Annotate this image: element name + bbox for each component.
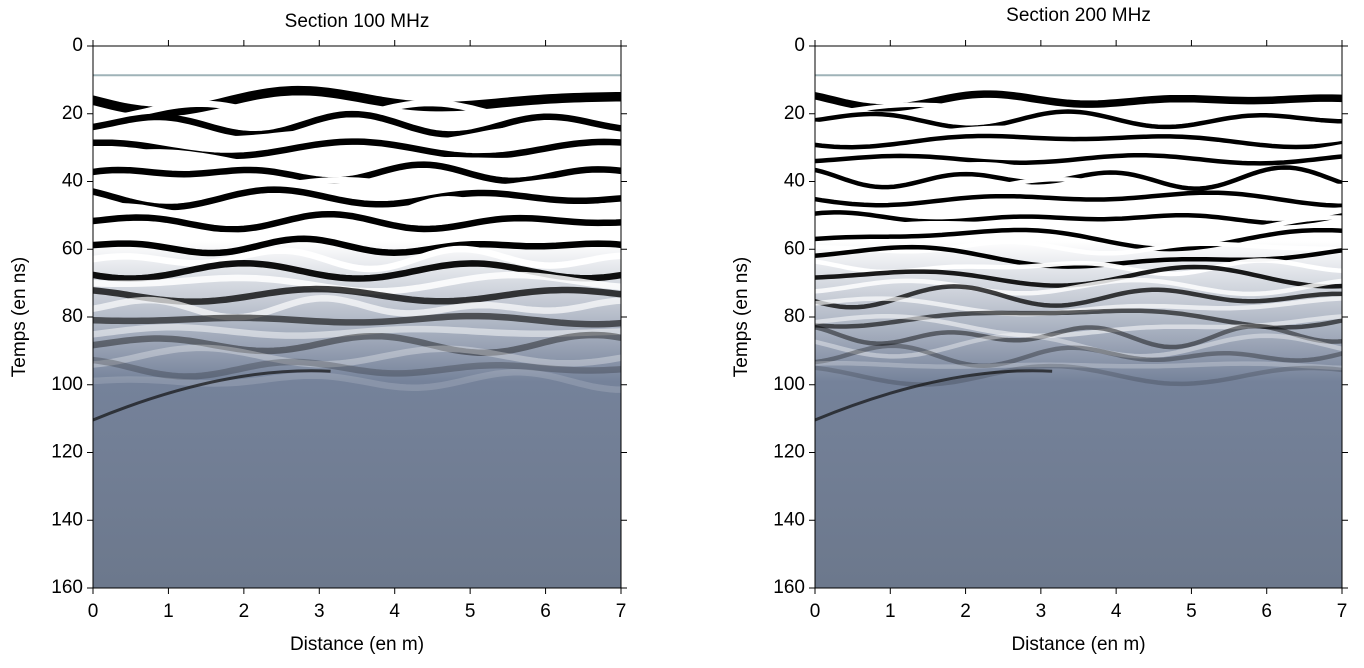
reflector <box>815 215 1342 239</box>
reflector <box>93 369 621 393</box>
reflector <box>815 313 1342 338</box>
y-tick-label: 120 <box>51 442 83 463</box>
reflector <box>815 165 1342 191</box>
radargram-image <box>815 46 1342 588</box>
reflector <box>815 176 1342 202</box>
y-tick-label: 80 <box>62 306 83 327</box>
reflector <box>815 333 1342 359</box>
y-tick-label: 100 <box>51 374 83 395</box>
x-tick-label: 7 <box>616 601 627 622</box>
x-tick-label: 0 <box>88 601 99 622</box>
reflector <box>93 85 621 117</box>
reflector <box>93 210 621 233</box>
y-tick-label: 80 <box>784 306 805 327</box>
diffraction <box>93 369 331 422</box>
reflector <box>93 235 621 257</box>
reflector <box>93 126 621 149</box>
reflector <box>815 361 1342 371</box>
y-axis-label: Temps (en ns) <box>731 257 752 377</box>
reflector <box>815 239 1342 256</box>
x-tick-label: 3 <box>1036 601 1047 622</box>
reflector <box>815 264 1342 289</box>
x-tick-label: 2 <box>239 601 250 622</box>
chart-title: Section 100 MHz <box>285 11 430 32</box>
y-tick-label: 140 <box>51 509 83 530</box>
y-tick-label: 20 <box>784 103 805 124</box>
reflector <box>93 186 621 211</box>
x-tick-label: 6 <box>540 601 551 622</box>
x-tick-label: 0 <box>810 601 821 622</box>
reflector <box>93 149 621 174</box>
reflector <box>815 109 1342 130</box>
reflector <box>93 176 621 195</box>
reflector <box>815 277 1342 297</box>
reflector <box>815 190 1342 209</box>
x-axis-label: Distance (en m) <box>290 634 424 655</box>
reflector <box>815 343 1342 369</box>
reflector <box>93 324 621 339</box>
y-tick-label: 160 <box>773 577 805 598</box>
x-tick-label: 4 <box>389 601 400 622</box>
reflector <box>815 153 1342 166</box>
reflector <box>93 356 621 380</box>
reflector <box>93 312 621 328</box>
y-tick-label: 0 <box>72 35 83 56</box>
y-tick-label: 60 <box>784 238 805 259</box>
reflector <box>93 331 621 357</box>
reflector <box>815 363 1342 387</box>
y-tick-label: 120 <box>773 442 805 463</box>
x-tick-label: 1 <box>163 601 174 622</box>
reflector <box>93 295 621 321</box>
x-tick-label: 5 <box>465 601 476 622</box>
chart-title: Section 200 MHz <box>1006 5 1151 26</box>
y-tick-label: 140 <box>773 509 805 530</box>
reflector <box>93 110 621 138</box>
y-tick-label: 60 <box>62 238 83 259</box>
reflector <box>815 133 1342 150</box>
radargram-image <box>93 46 621 588</box>
y-tick-label: 100 <box>773 374 805 395</box>
diffraction <box>815 369 1053 422</box>
x-tick-label: 3 <box>314 601 325 622</box>
x-axis-label: Distance (en m) <box>1011 634 1145 655</box>
y-tick-label: 40 <box>62 171 83 192</box>
y-tick-label: 0 <box>794 35 805 56</box>
reflector <box>93 260 621 282</box>
reflector <box>815 210 1342 226</box>
x-tick-label: 6 <box>1261 601 1272 622</box>
x-tick-label: 7 <box>1337 601 1348 622</box>
y-tick-label: 40 <box>784 171 805 192</box>
reflector <box>815 227 1342 252</box>
reflector <box>93 225 621 241</box>
y-axis-label: Temps (en ns) <box>9 257 30 377</box>
y-tick-label: 160 <box>51 577 83 598</box>
x-tick-label: 4 <box>1111 601 1122 622</box>
reflector <box>93 344 621 368</box>
x-tick-label: 5 <box>1186 601 1197 622</box>
reflector <box>815 323 1342 350</box>
reflector <box>93 245 621 273</box>
reflector <box>815 121 1342 137</box>
y-tick-label: 20 <box>62 103 83 124</box>
x-tick-label: 2 <box>960 601 971 622</box>
x-tick-label: 1 <box>885 601 896 622</box>
